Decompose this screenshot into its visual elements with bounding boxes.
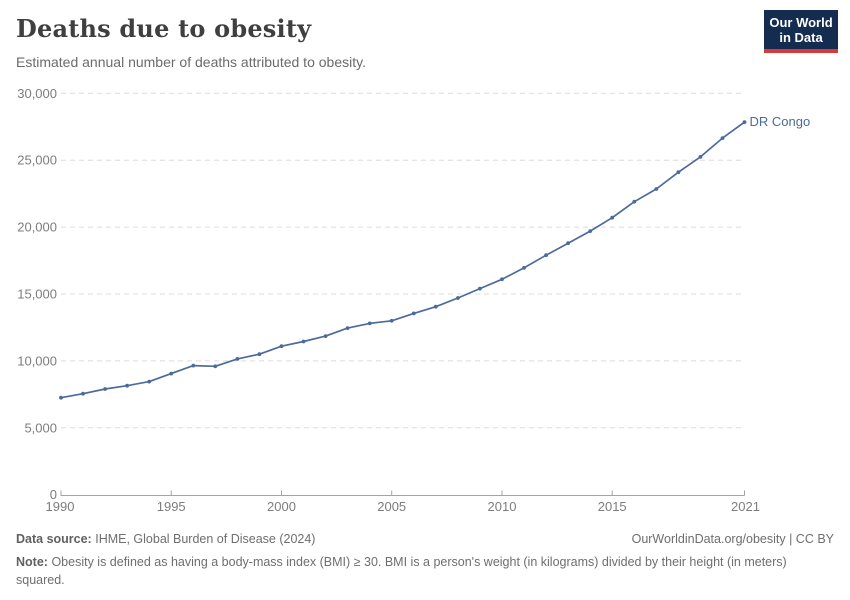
y-axis-tick-label: 0 (50, 487, 57, 502)
data-point[interactable] (456, 296, 460, 300)
data-point[interactable] (81, 391, 85, 396)
data-point[interactable] (279, 344, 284, 349)
page-title: Deaths due to obesity (16, 14, 312, 43)
chart-header: Deaths due to obesity Estimated annual n… (0, 0, 850, 80)
chart-note: Note: Obesity is defined as having a bod… (16, 553, 834, 589)
owid-logo-line1: Our World (769, 15, 833, 30)
data-point[interactable] (610, 215, 615, 220)
data-point[interactable] (522, 266, 526, 270)
data-point[interactable] (213, 364, 218, 369)
x-axis-tick-label: 2021 (731, 499, 760, 514)
data-point[interactable] (257, 352, 262, 357)
y-axis-tick-label: 5,000 (24, 420, 57, 435)
data-point[interactable] (59, 395, 63, 400)
data-point[interactable] (389, 318, 394, 323)
data-point[interactable] (588, 229, 593, 234)
y-axis-tick-label: 20,000 (17, 220, 57, 235)
data-point[interactable] (301, 339, 306, 344)
data-point[interactable] (632, 199, 637, 204)
data-point[interactable] (125, 383, 129, 388)
y-axis-tick-label: 15,000 (17, 287, 57, 302)
data-point[interactable] (654, 187, 659, 191)
data-point[interactable] (147, 379, 152, 384)
data-source-label: Data source: (16, 532, 92, 546)
owid-logo[interactable]: Our World in Data (764, 10, 838, 53)
data-point[interactable] (411, 311, 416, 316)
data-point[interactable] (742, 120, 747, 124)
data-point[interactable] (500, 277, 504, 282)
x-axis-tick-label: 1990 (46, 499, 75, 514)
x-axis-tick-label: 2000 (267, 499, 296, 514)
data-point[interactable] (323, 334, 328, 338)
data-point[interactable] (720, 136, 725, 141)
y-axis-tick-label: 30,000 (17, 86, 57, 101)
x-axis-tick-label: 2005 (377, 499, 406, 514)
data-point[interactable] (169, 371, 174, 376)
data-line[interactable] (60, 121, 746, 399)
y-axis-tick-label: 25,000 (17, 153, 57, 168)
note-label: Note: (16, 555, 48, 569)
x-axis-tick-label: 2010 (488, 499, 517, 514)
series-end-label[interactable]: DR Congo (750, 114, 811, 129)
owid-logo-line2: in Data (779, 30, 823, 45)
chart-footer: Data source: IHME, Global Burden of Dise… (16, 532, 834, 589)
data-point[interactable] (367, 321, 372, 326)
data-point[interactable] (191, 363, 196, 368)
data-point[interactable] (433, 304, 438, 309)
data-source: Data source: IHME, Global Burden of Dise… (16, 532, 315, 546)
data-point[interactable] (566, 241, 570, 246)
chart-subtitle: Estimated annual number of deaths attrib… (16, 54, 366, 70)
data-point[interactable] (544, 253, 548, 258)
data-point[interactable] (235, 357, 240, 361)
y-axis-tick-label: 10,000 (17, 353, 57, 368)
data-source-text: IHME, Global Burden of Disease (2024) (95, 532, 316, 546)
credit-link[interactable]: OurWorldinData.org/obesity | CC BY (631, 532, 834, 546)
data-point[interactable] (103, 387, 107, 391)
note-text: Obesity is defined as having a body-mass… (16, 555, 787, 588)
data-point[interactable] (478, 286, 482, 291)
x-axis-tick-label: 2015 (598, 499, 627, 514)
x-axis-tick-label: 1995 (157, 499, 186, 514)
data-point[interactable] (698, 155, 703, 159)
data-point[interactable] (676, 170, 681, 175)
data-point[interactable] (345, 326, 350, 330)
